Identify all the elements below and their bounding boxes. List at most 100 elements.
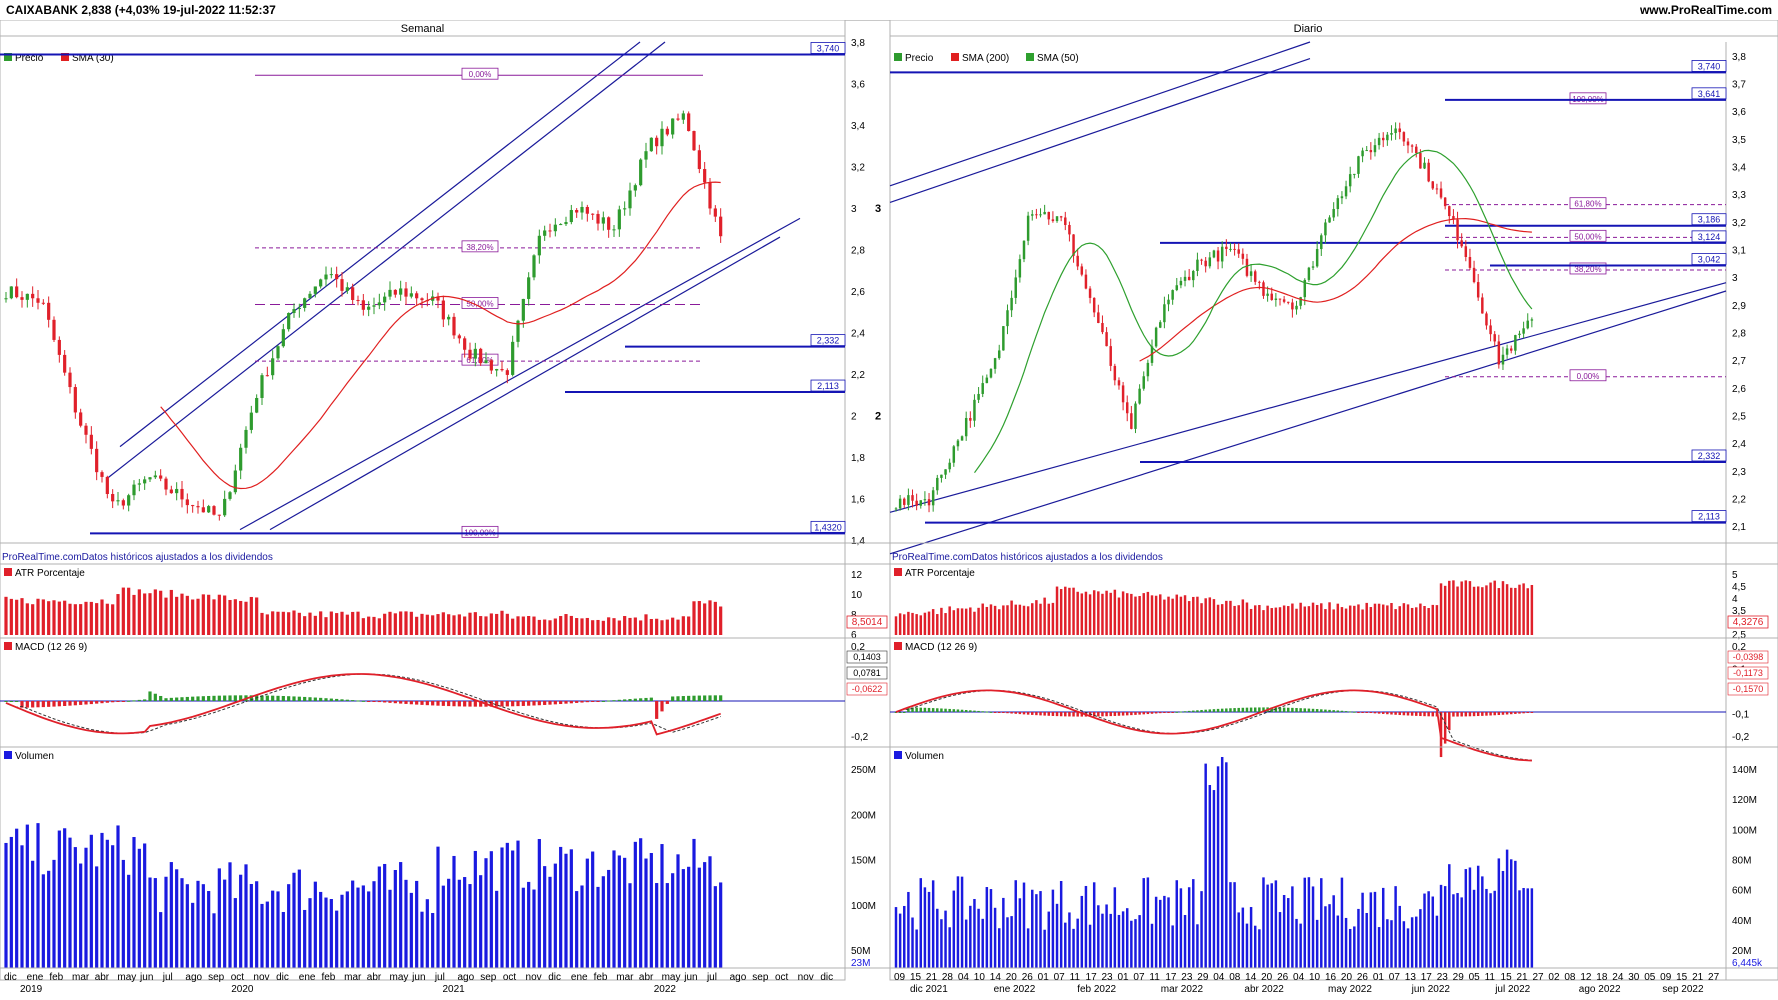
volume-bar [521, 887, 525, 968]
horizontal-level-label: 2,332 [817, 336, 840, 346]
atr-bar [121, 587, 125, 635]
candle-body [1253, 271, 1257, 282]
macd-histogram-bar [1097, 712, 1100, 717]
volume-bar [484, 858, 488, 968]
x-tick-label: 21 [926, 972, 938, 983]
volume-bar [1006, 917, 1009, 968]
data-source-note: ProRealTime.comDatos históricos ajustado… [2, 552, 273, 563]
atr-bar [4, 596, 8, 635]
volume-bar [948, 927, 951, 968]
macd-histogram-bar [1493, 712, 1496, 716]
macd-histogram-bar [537, 701, 541, 706]
x-tick-label: feb [49, 972, 63, 983]
site-link[interactable]: www.ProRealTime.com [1639, 3, 1772, 17]
atr-bar [484, 616, 488, 635]
macd-histogram-bar [993, 712, 997, 713]
macd-histogram-bar [956, 709, 960, 712]
candle-body [201, 507, 205, 513]
macd-histogram-bar [1431, 712, 1435, 717]
macd-histogram-bar [1307, 708, 1311, 712]
candle-body [265, 375, 269, 377]
macd-histogram-bar [68, 701, 72, 706]
candle-body [1299, 297, 1302, 306]
atr-bar [1509, 587, 1513, 635]
candle-body [212, 506, 216, 515]
volume-tick-label: 140M [1732, 765, 1757, 776]
macd-histogram-bar [1501, 712, 1505, 715]
macd-histogram-bar [1377, 712, 1381, 714]
volume-bar [1381, 887, 1385, 968]
atr-bar [1410, 607, 1414, 635]
price-tick-label: 2,5 [1732, 412, 1746, 423]
volume-bar [1423, 893, 1426, 968]
volume-bar [463, 877, 467, 968]
price-tick-label: 3,8 [851, 38, 865, 49]
volume-bar [981, 918, 984, 968]
macd-histogram-bar [927, 707, 931, 712]
macd-histogram-bar [1344, 711, 1348, 713]
atr-bar [308, 612, 312, 635]
macd-histogram-bar [1241, 707, 1245, 712]
candle-body [404, 288, 408, 297]
candle-body [335, 274, 339, 280]
volume-bar [1043, 929, 1046, 968]
volume-bar [356, 887, 360, 968]
atr-bar [1142, 593, 1145, 635]
macd-histogram-bar [1497, 712, 1501, 716]
x-period-label: ago 2022 [1579, 984, 1621, 995]
macd-histogram-bar [84, 701, 88, 705]
atr-bar [1134, 596, 1137, 635]
candle-body [244, 429, 248, 448]
macd-histogram-bar [1196, 710, 1199, 712]
volume-bar [681, 869, 685, 968]
x-period-label: feb 2022 [1077, 984, 1116, 995]
volume-bar [500, 847, 504, 968]
macd-histogram-bar [1006, 712, 1009, 714]
volume-bar [713, 886, 717, 968]
macd-histogram-bar [1381, 712, 1385, 714]
volume-bar [1427, 891, 1430, 968]
candle-body [399, 288, 403, 295]
x-tick-label: 12 [1580, 972, 1592, 983]
atr-bar [516, 616, 520, 635]
x-tick-label: 01 [1373, 972, 1385, 983]
macd-histogram-bar [463, 701, 467, 707]
atr-bar [969, 607, 972, 635]
macd-histogram-bar [511, 701, 515, 707]
volume-bar [121, 859, 125, 968]
macd-histogram-bar [1179, 711, 1183, 713]
volume-bar [1287, 898, 1290, 968]
atr-bar [639, 620, 643, 635]
candle-body [1303, 279, 1307, 298]
macd-histogram-bar [591, 701, 595, 702]
atr-bar [1505, 584, 1509, 635]
macd-histogram-bar [212, 695, 216, 701]
x-tick-label: abr [639, 972, 654, 983]
candle-body [217, 514, 221, 516]
atr-bar [393, 613, 397, 635]
atr-bar [903, 614, 906, 635]
trend-line [889, 282, 1727, 513]
candle-body [956, 440, 960, 447]
volume-bar [617, 855, 621, 968]
price-tick-label: 3,3 [1732, 190, 1746, 201]
atr-bar [927, 611, 931, 635]
candle-body [1315, 249, 1319, 267]
macd-histogram-bar [233, 695, 237, 701]
atr-bar [687, 616, 691, 635]
atr-tick-label: 12 [851, 570, 863, 581]
volume-bar [969, 905, 972, 968]
volume-bar [1419, 909, 1422, 968]
atr-bar [441, 612, 445, 635]
macd-histogram-bar [377, 701, 381, 703]
macd-histogram-bar [324, 698, 328, 701]
x-period-label: mar 2022 [1161, 984, 1204, 995]
macd-histogram-bar [1303, 708, 1307, 712]
atr-bar [1311, 602, 1315, 635]
volume-bar [249, 883, 253, 968]
atr-bar [1237, 605, 1240, 635]
atr-bar [495, 613, 499, 635]
atr-bar [907, 611, 910, 635]
macd-histogram-bar [564, 701, 568, 704]
candle-body [569, 210, 573, 223]
